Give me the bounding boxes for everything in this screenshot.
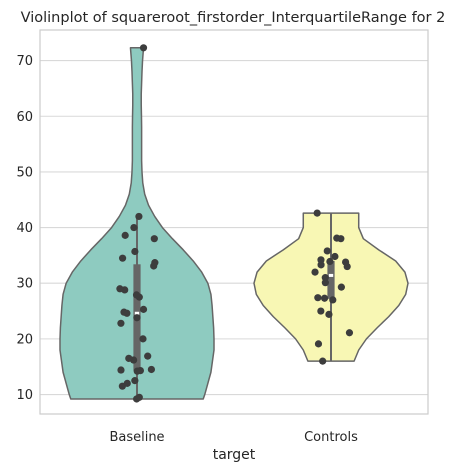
- point-baseline-26: [150, 235, 158, 243]
- point-baseline-12: [139, 335, 147, 343]
- median-marker-controls: [328, 273, 334, 277]
- point-controls-14: [342, 258, 350, 266]
- point-baseline-29: [135, 212, 143, 221]
- point-baseline-24: [118, 254, 127, 262]
- point-baseline-14: [133, 314, 141, 322]
- point-baseline-16: [139, 305, 148, 313]
- point-baseline-4: [131, 377, 139, 385]
- point-controls-7: [314, 294, 322, 302]
- point-baseline-19: [132, 291, 141, 299]
- iqr-box-controls: [327, 260, 335, 299]
- point-controls-16: [317, 256, 325, 264]
- point-baseline-27: [121, 231, 129, 239]
- point-controls-21: [313, 209, 321, 217]
- plot-frame: [39, 29, 429, 415]
- point-controls-1: [314, 340, 323, 348]
- x-tick-label-controls: Controls: [304, 430, 358, 445]
- y-tick-label-20: 20: [16, 332, 33, 347]
- y-axis-ticks: 10 20 30 40 50 60 70: [16, 54, 33, 403]
- y-tick-label-10: 10: [16, 388, 33, 403]
- point-baseline-28: [130, 223, 138, 232]
- point-baseline-11: [144, 352, 152, 360]
- point-controls-15: [326, 257, 334, 266]
- y-tick-label-40: 40: [16, 221, 33, 236]
- point-baseline-7: [147, 365, 155, 374]
- x-tick-label-baseline: Baseline: [109, 430, 164, 445]
- point-baseline-30: [139, 44, 148, 52]
- point-controls-11: [311, 268, 319, 276]
- point-baseline-13: [117, 319, 125, 327]
- x-axis-ticks: Baseline Controls: [109, 430, 358, 445]
- point-controls-4: [317, 307, 325, 315]
- point-controls-20: [333, 234, 341, 242]
- point-baseline-21: [116, 285, 124, 293]
- point-controls-9: [321, 279, 329, 287]
- point-baseline-23: [151, 259, 159, 267]
- point-baseline-8: [136, 366, 144, 375]
- x-axis-label: target: [213, 447, 256, 463]
- point-baseline-1: [135, 393, 143, 401]
- point-controls-8: [337, 283, 345, 291]
- point-controls-17: [331, 252, 339, 261]
- y-tick-label-50: 50: [16, 165, 33, 180]
- median-marker-baseline: [134, 311, 140, 315]
- point-baseline-3: [123, 379, 131, 387]
- point-baseline-17: [120, 308, 128, 316]
- point-baseline-25: [131, 247, 139, 256]
- point-controls-10: [321, 274, 329, 282]
- point-baseline-10: [125, 354, 133, 362]
- point-controls-5: [329, 296, 337, 304]
- chart-title: Violinplot of squareroot_firstorder_Inte…: [21, 10, 446, 26]
- strip-points: [116, 44, 354, 403]
- point-controls-0: [319, 357, 327, 365]
- point-controls-13: [317, 261, 325, 269]
- point-controls-3: [325, 310, 333, 318]
- y-tick-label-70: 70: [16, 54, 33, 69]
- point-controls-6: [320, 294, 329, 302]
- point-baseline-6: [117, 366, 125, 374]
- point-controls-2: [345, 329, 354, 337]
- y-tick-label-60: 60: [16, 110, 33, 125]
- point-controls-18: [323, 247, 331, 255]
- y-tick-label-30: 30: [16, 277, 33, 292]
